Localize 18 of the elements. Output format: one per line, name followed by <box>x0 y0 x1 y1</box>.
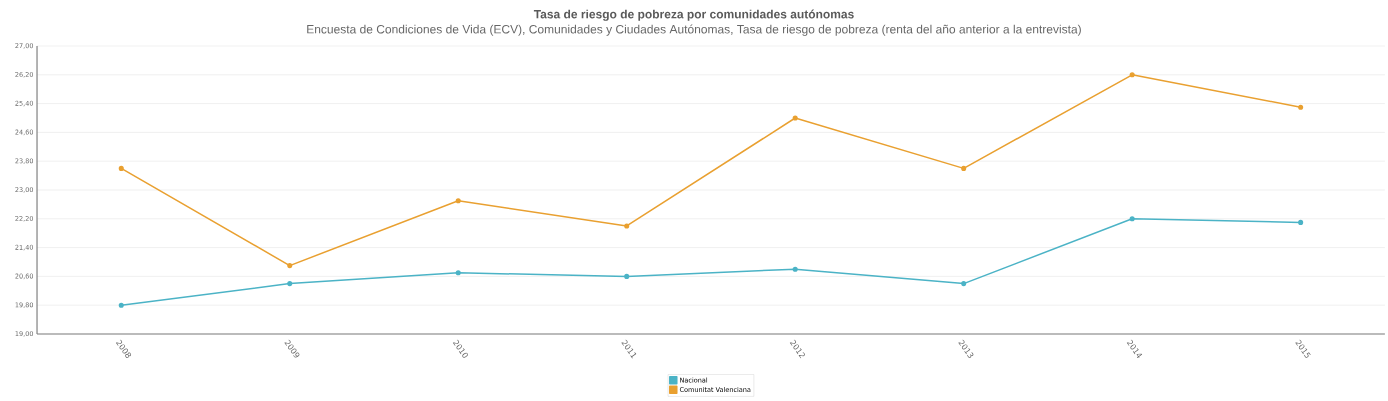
point <box>118 302 124 308</box>
point <box>1298 219 1304 225</box>
point <box>792 266 798 272</box>
point <box>455 270 461 276</box>
point <box>118 165 124 171</box>
point <box>624 273 630 279</box>
chart-title: Tasa de riesgo de pobreza por comunidades autónomas <box>533 9 854 21</box>
point <box>455 198 461 204</box>
point <box>1298 104 1304 110</box>
chart-subtitle: Encuesta de Condiciones de Vida (ECV), Comunidades y Ciudades Autónomas, Tasa de riesgo de pobreza (renta del año anterior a la entrevista) <box>307 24 1081 36</box>
point <box>961 165 967 171</box>
point <box>287 263 293 269</box>
point <box>287 281 293 287</box>
point <box>1129 72 1135 78</box>
point <box>792 115 798 121</box>
point <box>961 281 967 287</box>
point <box>1129 216 1135 222</box>
point <box>624 223 630 229</box>
